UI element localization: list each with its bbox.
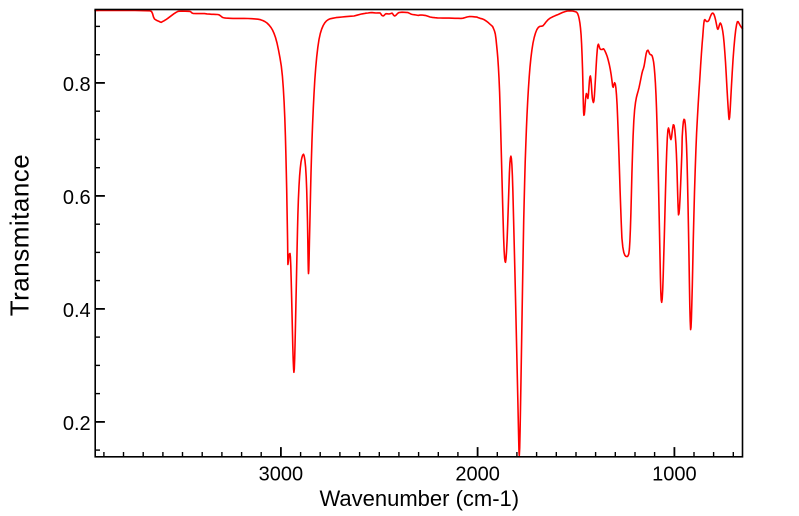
svg-text:0.6: 0.6 xyxy=(63,187,91,209)
svg-text:Wavenumber (cm-1): Wavenumber (cm-1) xyxy=(319,486,519,511)
svg-text:3000: 3000 xyxy=(259,464,304,486)
svg-text:Transmitance: Transmitance xyxy=(5,154,35,317)
svg-text:0.2: 0.2 xyxy=(63,413,91,435)
svg-text:0.4: 0.4 xyxy=(63,300,91,322)
svg-text:1000: 1000 xyxy=(652,464,697,486)
svg-text:0.8: 0.8 xyxy=(63,74,91,96)
svg-text:2000: 2000 xyxy=(455,464,500,486)
